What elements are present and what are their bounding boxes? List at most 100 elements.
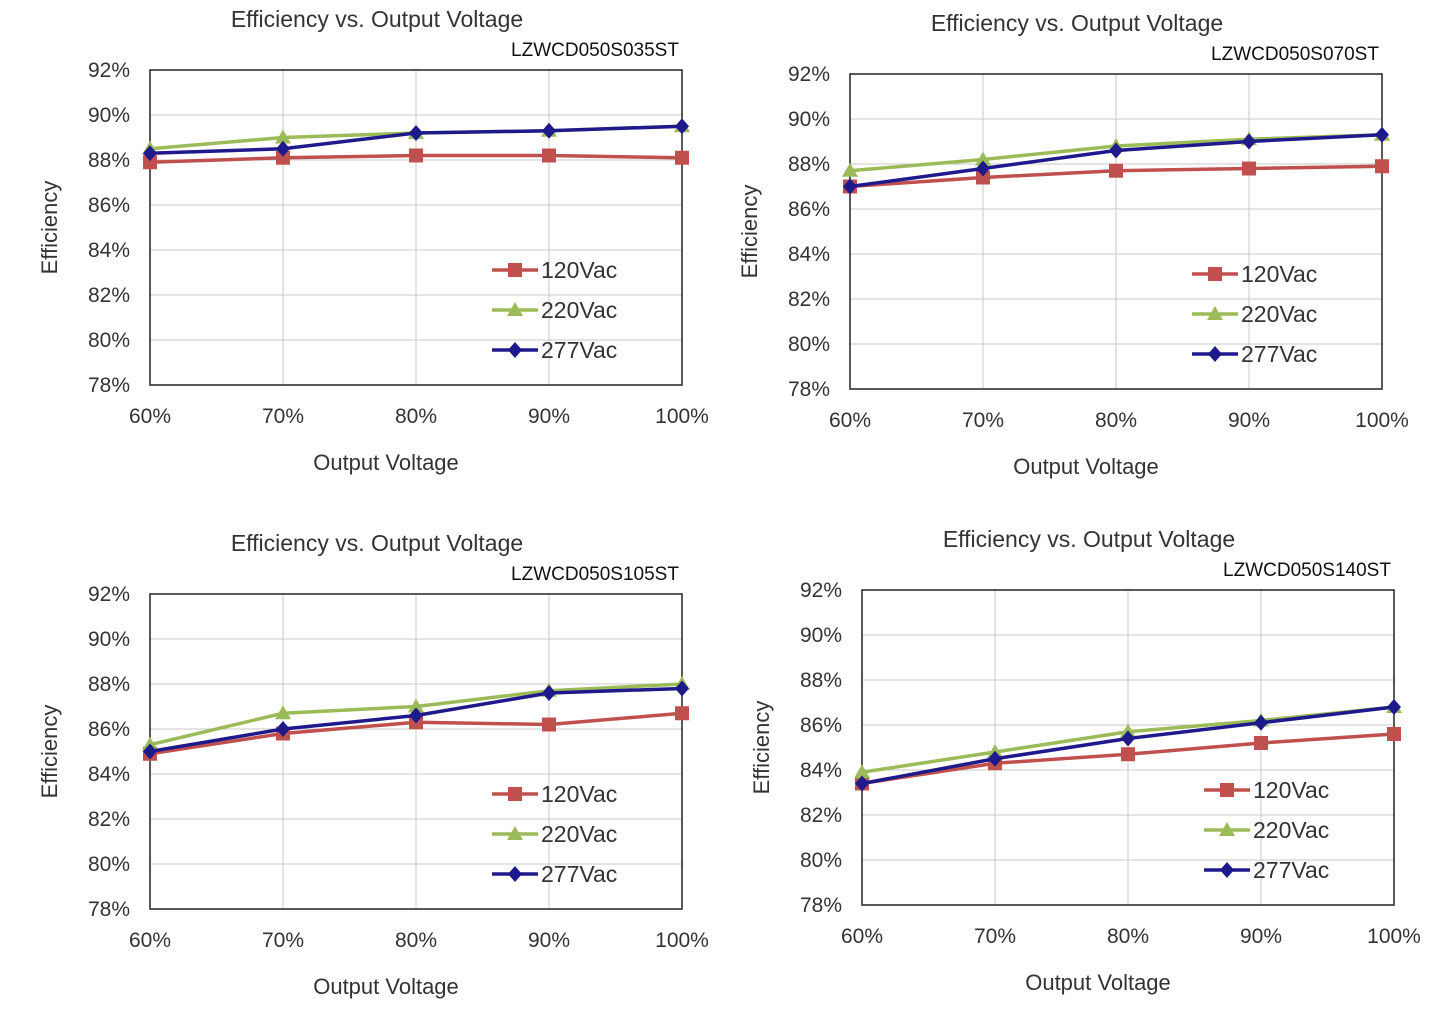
- data-point: [409, 125, 423, 141]
- data-point: [1254, 736, 1268, 750]
- legend-marker: [1208, 267, 1222, 281]
- y-tick-label: 78%: [88, 374, 130, 397]
- data-point: [143, 145, 157, 162]
- legend-label: 120Vac: [1253, 777, 1329, 803]
- y-tick-label: 80%: [788, 333, 830, 356]
- y-axis-label: Efficiency: [37, 705, 62, 799]
- x-tick-label: 70%: [962, 409, 1004, 432]
- x-axis-label: Output Voltage: [1025, 970, 1171, 995]
- y-tick-label: 92%: [800, 579, 842, 602]
- y-tick-label: 84%: [88, 239, 130, 262]
- x-tick-label: 90%: [528, 929, 570, 952]
- data-point: [1242, 133, 1256, 150]
- series-277vac: [143, 118, 689, 162]
- series-277vac: [855, 699, 1401, 792]
- y-tick-label: 82%: [788, 288, 830, 311]
- x-tick-label: 80%: [395, 929, 437, 952]
- y-tick-label: 80%: [88, 329, 130, 352]
- legend-marker: [1220, 862, 1234, 878]
- data-point: [1254, 714, 1268, 731]
- y-tick-label: 82%: [88, 808, 130, 831]
- x-tick-label: 100%: [655, 929, 709, 952]
- data-point: [675, 150, 689, 165]
- legend-marker: [508, 263, 522, 277]
- x-tick-label: 90%: [528, 405, 570, 428]
- x-tick-label: 60%: [129, 929, 171, 952]
- legend: 120Vac 220Vac 277Vac: [492, 781, 617, 887]
- legend: 120Vac 220Vac 277Vac: [492, 257, 617, 363]
- x-axis-label: Output Voltage: [313, 450, 459, 475]
- data-point: [409, 707, 423, 724]
- data-point: [988, 750, 1002, 767]
- x-tick-label: 100%: [655, 405, 709, 428]
- x-tick-label: 60%: [129, 405, 171, 428]
- data-point: [842, 162, 858, 177]
- data-point: [275, 129, 291, 144]
- data-point: [976, 160, 990, 177]
- data-point: [1375, 159, 1389, 174]
- chart-svg: Efficiency vs. Output Voltage LZWCD050S03…: [37, 6, 709, 475]
- y-tick-label: 86%: [788, 198, 830, 221]
- legend-marker: [507, 302, 523, 316]
- data-point: [542, 685, 556, 701]
- legend: 120Vac 220Vac 277Vac: [1192, 261, 1317, 367]
- legend-marker: [508, 342, 522, 358]
- y-axis-label: Efficiency: [749, 701, 774, 795]
- legend-marker: [507, 826, 523, 840]
- data-point: [675, 680, 689, 697]
- x-tick-label: 100%: [1367, 925, 1421, 948]
- x-axis-label: Output Voltage: [313, 974, 459, 999]
- legend: 120Vac 220Vac 277Vac: [1204, 777, 1329, 883]
- y-tick-label: 78%: [800, 894, 842, 917]
- data-point: [542, 148, 556, 163]
- model-label: LZWCD050S070ST: [1211, 44, 1379, 65]
- y-tick-label: 92%: [88, 583, 130, 606]
- series-277vac: [143, 680, 689, 760]
- y-tick-label: 80%: [88, 853, 130, 876]
- x-tick-label: 70%: [262, 929, 304, 952]
- chart-svg: Efficiency vs. Output Voltage LZWCD050S14…: [749, 526, 1421, 995]
- y-tick-label: 88%: [788, 153, 830, 176]
- data-point: [1121, 730, 1135, 747]
- legend-label: 120Vac: [1241, 261, 1317, 287]
- model-label: LZWCD050S035ST: [511, 40, 679, 61]
- data-point: [1109, 142, 1123, 159]
- x-tick-label: 60%: [829, 409, 871, 432]
- legend-marker: [1208, 346, 1222, 362]
- data-point: [275, 705, 291, 720]
- x-axis-label: Output Voltage: [1013, 454, 1159, 479]
- series-277vac: [843, 126, 1389, 195]
- legend-label: 220Vac: [541, 821, 617, 847]
- data-point: [542, 717, 556, 732]
- data-point: [143, 155, 157, 170]
- x-tick-label: 80%: [1095, 409, 1137, 432]
- chart-title: Efficiency vs. Output Voltage: [231, 530, 523, 556]
- legend-label: 220Vac: [541, 297, 617, 323]
- data-point: [276, 721, 290, 737]
- data-point: [409, 148, 423, 163]
- data-point: [542, 122, 556, 139]
- legend-marker: [508, 866, 522, 882]
- legend-label: 220Vac: [1241, 301, 1317, 327]
- data-point: [975, 151, 991, 166]
- y-tick-label: 92%: [88, 59, 130, 82]
- plot-area: [849, 73, 1383, 390]
- y-tick-label: 80%: [800, 849, 842, 872]
- data-point: [143, 743, 157, 760]
- y-tick-label: 92%: [788, 63, 830, 86]
- y-tick-label: 90%: [88, 628, 130, 651]
- legend-label: 277Vac: [1253, 857, 1329, 883]
- chart-svg: Efficiency vs. Output Voltage LZWCD050S07…: [737, 10, 1409, 479]
- data-point: [276, 150, 290, 165]
- data-point: [1121, 747, 1135, 762]
- legend-marker: [1220, 783, 1234, 797]
- chart-title: Efficiency vs. Output Voltage: [943, 526, 1235, 552]
- legend-label: 277Vac: [541, 337, 617, 363]
- chart-lzwcd050s105st: Efficiency vs. Output Voltage LZWCD050S10…: [0, 524, 718, 1029]
- legend-marker: [1219, 822, 1235, 836]
- chart-svg: Efficiency vs. Output Voltage LZWCD050S10…: [37, 530, 709, 999]
- legend-label: 120Vac: [541, 781, 617, 807]
- y-tick-label: 84%: [88, 763, 130, 786]
- y-tick-label: 88%: [88, 673, 130, 696]
- x-tick-label: 100%: [1355, 409, 1409, 432]
